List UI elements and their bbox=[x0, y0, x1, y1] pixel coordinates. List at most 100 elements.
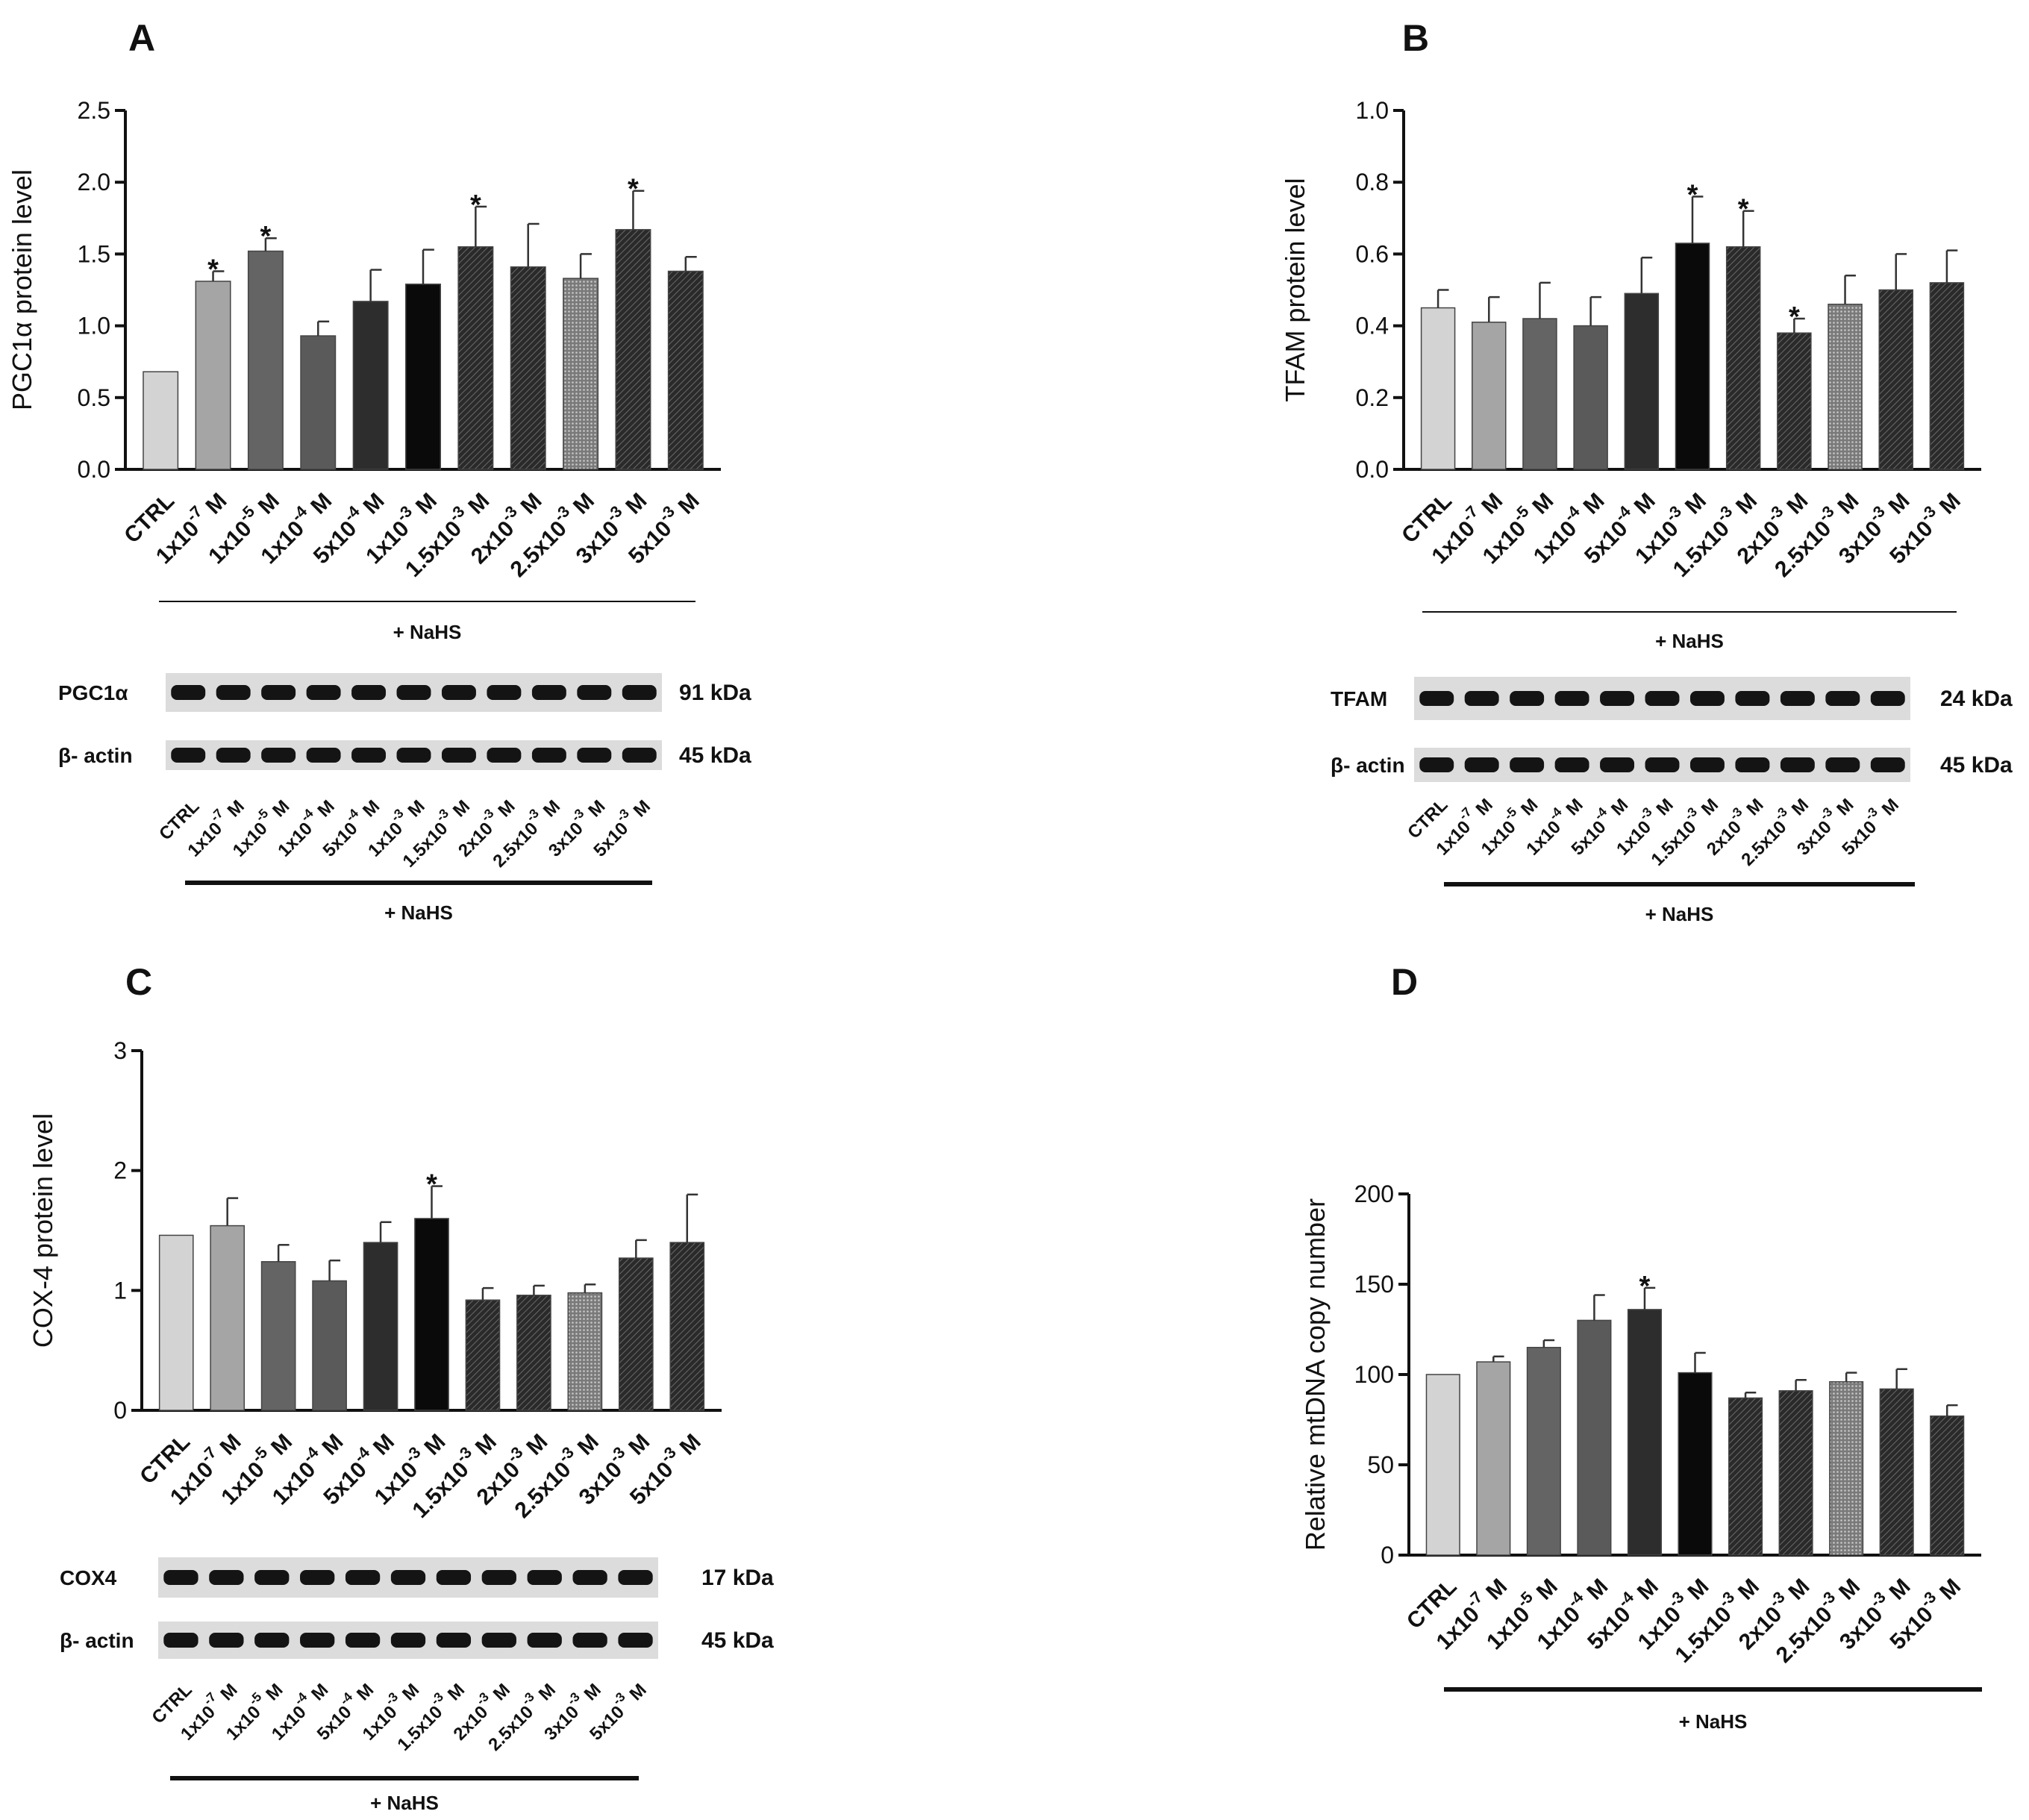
blot-band bbox=[1735, 757, 1770, 772]
blot-band bbox=[1780, 691, 1815, 706]
blot-kda-label: 24 kDa bbox=[1940, 687, 2013, 711]
blot-kda-label: 45 kDa bbox=[679, 743, 751, 768]
panel-label-d: D bbox=[1391, 961, 1418, 1003]
bar-4 bbox=[1627, 1309, 1662, 1556]
bar-9 bbox=[1879, 1388, 1914, 1556]
panel-label-a: A bbox=[128, 17, 155, 59]
bar-5 bbox=[414, 1218, 449, 1411]
blot-band bbox=[1825, 757, 1860, 772]
blot-band bbox=[487, 685, 522, 700]
blot-band bbox=[345, 1570, 381, 1585]
blot-band bbox=[1600, 757, 1635, 772]
blot-band bbox=[1510, 757, 1545, 772]
blot-band bbox=[1554, 691, 1589, 706]
bar-7 bbox=[510, 266, 546, 470]
bar-10 bbox=[669, 1242, 705, 1411]
blot-band bbox=[577, 685, 612, 700]
y-tick-label: 0.6 bbox=[1356, 240, 1389, 267]
y-tick-label: 1.5 bbox=[78, 240, 110, 267]
blot-band bbox=[396, 685, 431, 700]
blot-band bbox=[209, 1570, 244, 1585]
blot-band bbox=[572, 1633, 607, 1648]
significance-marker: * bbox=[470, 190, 481, 221]
blot-band bbox=[1464, 757, 1499, 772]
y-axis-title: Relative mtDNA copy number bbox=[1300, 1198, 1331, 1551]
bar-0 bbox=[1420, 307, 1456, 470]
blot-band bbox=[622, 685, 657, 700]
y-tick-label: 50 bbox=[1367, 1451, 1394, 1478]
bar-3 bbox=[1573, 325, 1608, 470]
y-tick-label: 1.0 bbox=[78, 313, 110, 340]
blot-lane-label: 2.5x10-3 M bbox=[1733, 790, 1813, 870]
significance-marker: * bbox=[628, 174, 639, 205]
bar-2 bbox=[1526, 1346, 1561, 1556]
blot-band bbox=[300, 1570, 335, 1585]
blot-row-label: PGC1α bbox=[58, 681, 128, 704]
y-axis-title: COX-4 protein level bbox=[28, 1113, 58, 1348]
blot-band bbox=[441, 748, 476, 763]
bar-4 bbox=[352, 301, 389, 470]
blot-band bbox=[481, 1570, 516, 1585]
y-tick-label: 1 bbox=[113, 1277, 127, 1304]
blot-band bbox=[622, 748, 657, 763]
blot-band bbox=[254, 1570, 290, 1585]
blot-band bbox=[1554, 757, 1589, 772]
bar-1 bbox=[1472, 322, 1507, 470]
bar-1 bbox=[195, 281, 231, 470]
blot-band bbox=[531, 748, 566, 763]
bar-5 bbox=[405, 284, 441, 470]
blot-band bbox=[1419, 691, 1454, 706]
bar-10 bbox=[1929, 282, 1965, 470]
y-tick-label: 0.2 bbox=[1356, 384, 1389, 411]
blot-band bbox=[351, 748, 387, 763]
blot-kda-label: 17 kDa bbox=[701, 1566, 774, 1590]
bar-6 bbox=[1728, 1397, 1763, 1556]
blot-row-label: TFAM bbox=[1331, 687, 1387, 710]
significance-marker: * bbox=[1687, 179, 1698, 210]
bar-7 bbox=[1777, 332, 1812, 470]
y-tick-label: 0 bbox=[1381, 1542, 1394, 1569]
y-tick-label: 2.0 bbox=[78, 169, 110, 196]
bar-0 bbox=[158, 1234, 194, 1411]
blot-band bbox=[163, 1570, 198, 1585]
blot-band bbox=[216, 748, 251, 763]
blot-band bbox=[1464, 691, 1499, 706]
y-tick-label: 3 bbox=[113, 1037, 127, 1064]
blot-band bbox=[618, 1570, 653, 1585]
bar-8 bbox=[563, 278, 599, 470]
y-tick-label: 0 bbox=[113, 1397, 127, 1424]
blot-band bbox=[441, 685, 476, 700]
bar-4 bbox=[1624, 293, 1660, 470]
bar-2 bbox=[247, 250, 284, 470]
y-tick-label: 200 bbox=[1354, 1181, 1394, 1207]
blot-row-label: β- actin bbox=[58, 744, 133, 767]
bar-5 bbox=[1675, 243, 1710, 470]
significance-marker: * bbox=[260, 221, 272, 252]
blot-band bbox=[618, 1633, 653, 1648]
blot-band bbox=[1870, 757, 1905, 772]
blot-treatment-label: + NaHS bbox=[1645, 903, 1714, 925]
blot-band bbox=[345, 1633, 381, 1648]
blot-band bbox=[1689, 757, 1725, 772]
bar-5 bbox=[1678, 1372, 1713, 1556]
blot-band bbox=[261, 748, 296, 763]
blot-band bbox=[1645, 691, 1680, 706]
bar-3 bbox=[312, 1280, 347, 1411]
blot-lane-label: 1.5x10-3 M bbox=[394, 792, 474, 872]
blot-band bbox=[163, 1633, 198, 1648]
y-tick-label: 2 bbox=[113, 1157, 127, 1184]
y-axis-title: TFAM protein level bbox=[1280, 178, 1310, 401]
y-tick-label: 2.5 bbox=[78, 97, 110, 124]
y-axis-title: PGC1α protein level bbox=[7, 169, 37, 410]
blot-band bbox=[531, 685, 566, 700]
bar-10 bbox=[1930, 1415, 1965, 1556]
blot-lane-label: 2.5x10-3 M bbox=[484, 792, 564, 872]
bar-7 bbox=[516, 1295, 551, 1411]
